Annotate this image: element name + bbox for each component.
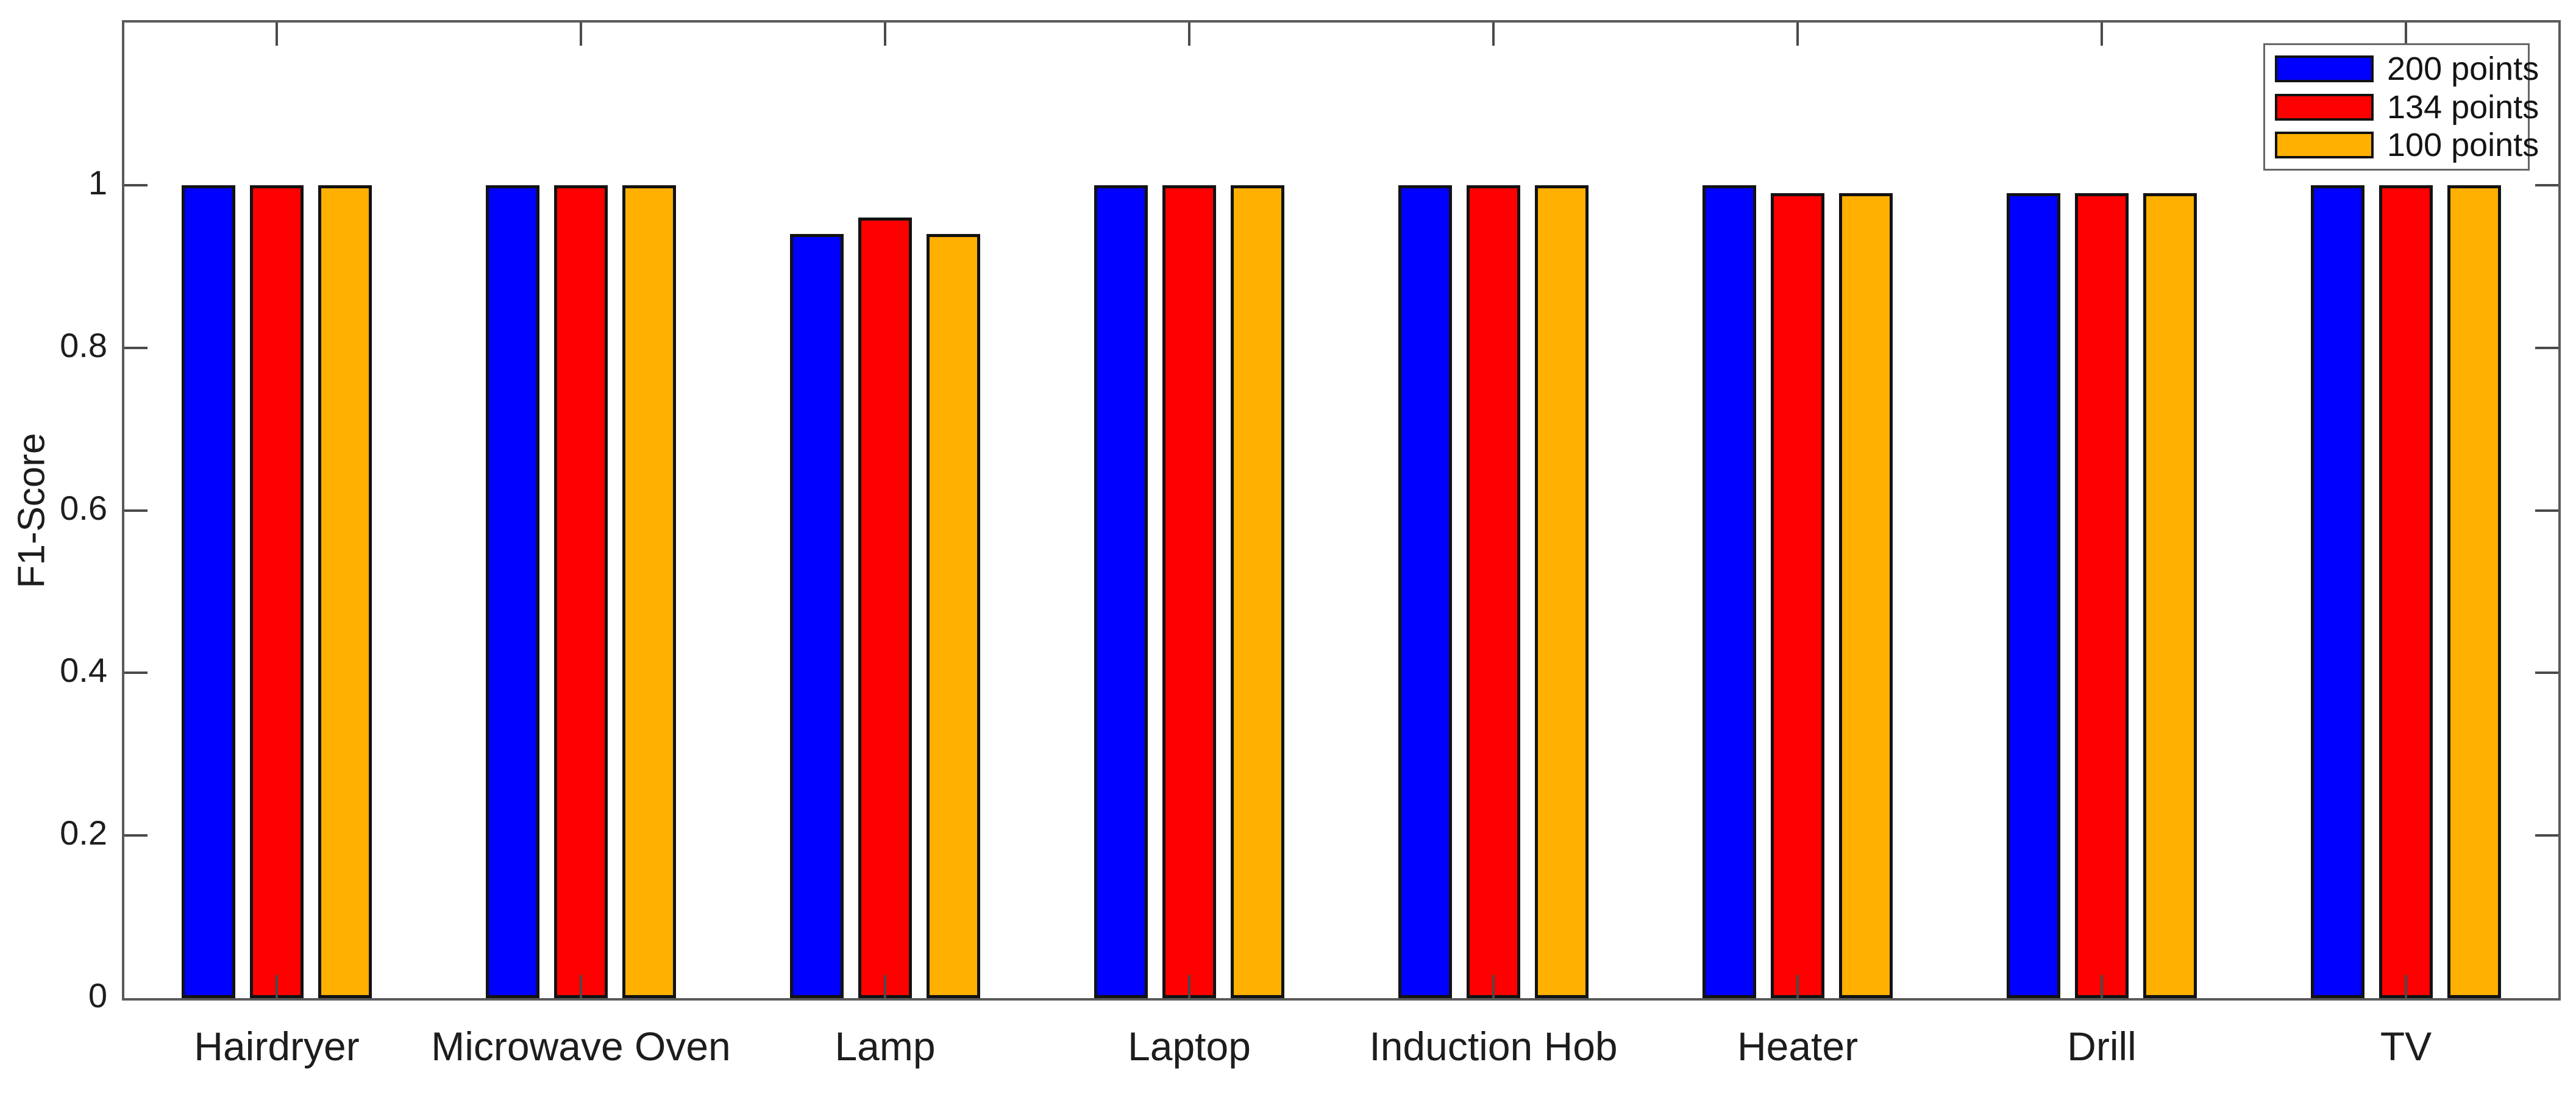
y-tick-left xyxy=(124,509,148,512)
x-tick-top xyxy=(1188,23,1190,46)
bar-lamp-200-points xyxy=(790,234,844,998)
y-tick-right xyxy=(2535,672,2558,674)
x-tick-bottom xyxy=(2101,975,2103,998)
x-tick-top xyxy=(2101,23,2103,46)
x-tick-bottom xyxy=(2405,975,2407,998)
y-tick-left xyxy=(124,184,148,186)
bar-heater-200-points xyxy=(1703,185,1756,998)
x-tick-top xyxy=(1492,23,1495,46)
x-tick-top xyxy=(2405,23,2407,46)
bar-laptop-200-points xyxy=(1094,185,1148,998)
bar-lamp-100-points xyxy=(927,234,980,998)
bar-microwave-oven-200-points xyxy=(486,185,539,998)
bar-tv-134-points xyxy=(2379,185,2433,998)
bar-microwave-oven-134-points xyxy=(554,185,608,998)
legend-swatch-red xyxy=(2275,93,2374,121)
x-tick-bottom xyxy=(884,975,886,998)
bar-induction-hob-100-points xyxy=(1535,185,1589,998)
y-tick-label-1: 1 xyxy=(88,163,107,202)
bar-heater-134-points xyxy=(1771,193,1824,998)
x-tick-bottom xyxy=(1796,975,1799,998)
legend-item: 100 points xyxy=(2275,127,2539,163)
y-tick-right xyxy=(2535,834,2558,837)
y-tick-left xyxy=(124,834,148,837)
y-tick-right xyxy=(2535,509,2558,512)
y-tick-right xyxy=(2535,184,2558,186)
x-axis-label-hairdryer: Hairdryer xyxy=(194,1024,360,1069)
x-tick-bottom xyxy=(580,975,582,998)
bar-laptop-100-points xyxy=(1231,185,1284,998)
plot-area xyxy=(122,20,2561,1001)
x-tick-bottom xyxy=(1492,975,1495,998)
y-tick-label-0.2: 0.2 xyxy=(60,813,107,852)
bar-tv-100-points xyxy=(2447,185,2501,998)
bar-microwave-oven-100-points xyxy=(622,185,676,998)
x-axis-label-lamp: Lamp xyxy=(834,1024,936,1069)
bar-laptop-134-points xyxy=(1162,185,1216,998)
bar-hairdryer-100-points xyxy=(318,185,372,998)
bar-heater-100-points xyxy=(1839,193,1893,998)
x-tick-bottom xyxy=(1188,975,1190,998)
bar-induction-hob-200-points xyxy=(1398,185,1452,998)
bar-hairdryer-134-points xyxy=(250,185,304,998)
legend: 200 points 134 points 100 points xyxy=(2263,43,2539,171)
bar-drill-100-points xyxy=(2143,193,2197,998)
y-tick-label-0.4: 0.4 xyxy=(60,651,107,689)
bar-induction-hob-134-points xyxy=(1467,185,1520,998)
x-axis-label-laptop: Laptop xyxy=(1128,1024,1251,1069)
y-tick-right xyxy=(2535,347,2558,349)
x-tick-top xyxy=(1796,23,1799,46)
x-tick-bottom xyxy=(276,975,278,998)
x-axis-label-induction-hob: Induction Hob xyxy=(1369,1024,1618,1069)
y-tick-label-0.8: 0.8 xyxy=(60,326,107,364)
y-tick-label-0: 0 xyxy=(88,976,107,1015)
x-axis-label-tv: TV xyxy=(2380,1024,2432,1069)
legend-item: 134 points xyxy=(2275,89,2539,126)
legend-label: 100 points xyxy=(2387,127,2539,164)
x-tick-top xyxy=(884,23,886,46)
legend-label: 200 points xyxy=(2387,50,2539,87)
y-tick-left xyxy=(124,672,148,674)
bar-drill-134-points xyxy=(2075,193,2129,998)
x-axis-label-microwave-oven: Microwave Oven xyxy=(431,1024,731,1069)
bar-lamp-134-points xyxy=(858,218,912,998)
bar-drill-200-points xyxy=(2007,193,2060,998)
y-tick-label-0.6: 0.6 xyxy=(60,489,107,527)
legend-item: 200 points xyxy=(2275,51,2539,87)
legend-label: 134 points xyxy=(2387,88,2539,126)
x-tick-top xyxy=(580,23,582,46)
legend-swatch-blue xyxy=(2275,55,2374,82)
legend-swatch-orange xyxy=(2275,132,2374,159)
y-tick-left xyxy=(124,347,148,349)
x-tick-top xyxy=(276,23,278,46)
bar-hairdryer-200-points xyxy=(182,185,235,998)
x-axis-label-drill: Drill xyxy=(2067,1024,2137,1069)
x-axis-label-heater: Heater xyxy=(1737,1024,1859,1069)
bar-tv-200-points xyxy=(2311,185,2364,998)
